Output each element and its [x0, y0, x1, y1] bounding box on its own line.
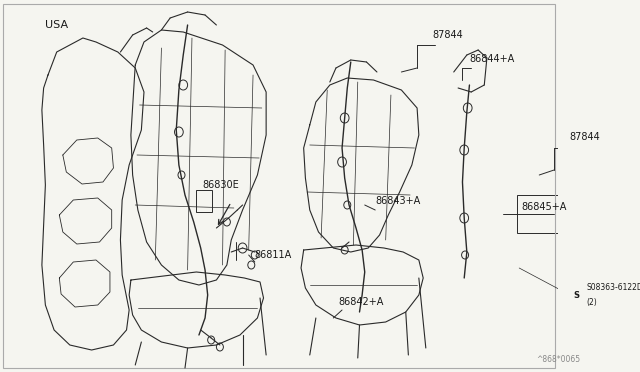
Text: (2): (2) — [586, 298, 597, 307]
Text: 86842+A: 86842+A — [339, 297, 384, 307]
Text: 86845+A: 86845+A — [522, 202, 567, 212]
Text: 87844: 87844 — [569, 132, 600, 142]
Text: S08363-6122D: S08363-6122D — [586, 283, 640, 292]
Text: 86844+A: 86844+A — [470, 54, 515, 64]
Bar — [196, 190, 212, 212]
Text: S: S — [573, 291, 579, 299]
Text: ^868*0065: ^868*0065 — [536, 355, 580, 364]
Text: 86830E: 86830E — [202, 180, 239, 190]
Text: USA: USA — [45, 20, 68, 30]
Text: 87844: 87844 — [433, 30, 463, 40]
Bar — [516, 195, 579, 233]
Text: 86811A: 86811A — [255, 250, 292, 260]
Text: 86843+A: 86843+A — [375, 196, 420, 206]
